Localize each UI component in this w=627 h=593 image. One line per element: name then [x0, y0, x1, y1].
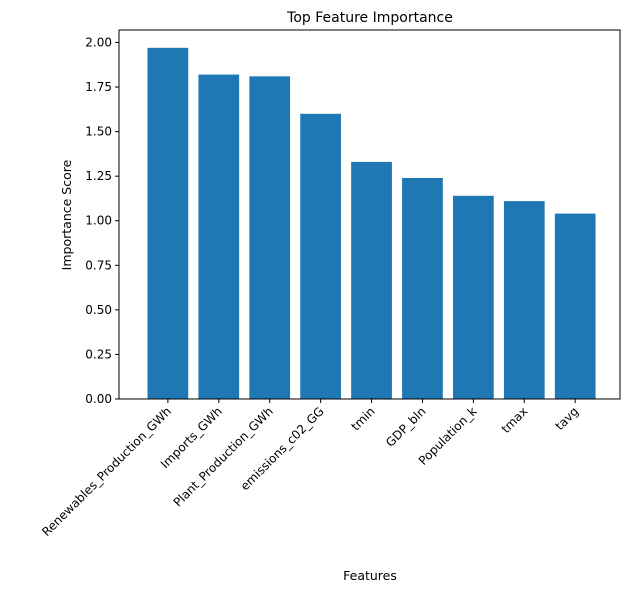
y-tick-label-3: 0.50	[85, 303, 112, 317]
bar-1	[147, 47, 189, 400]
x-tick-label-3: Plant_Production_GWh	[171, 404, 276, 509]
bar-6	[402, 177, 443, 399]
bar-9	[554, 213, 596, 399]
y-tick-label-8: 1.75	[85, 80, 112, 94]
plot-area: 0.00 0.25 0.50 0.75 1.00 1.25 1.50 1.75 2.00 Rene…	[39, 29, 621, 539]
x-tick-label-1: Renewables_Production_GWh	[39, 404, 174, 539]
x-tick-label-5: tmin	[348, 404, 377, 433]
y-tick-label-9: 2.00	[85, 35, 112, 49]
bar-3	[249, 76, 291, 399]
y-tick-label-5: 1.00	[85, 214, 112, 228]
bar-8	[503, 201, 545, 399]
bar-4	[300, 113, 341, 400]
bar-5	[351, 161, 392, 399]
bar-7	[453, 195, 494, 399]
x-tick-label-4: emissions_c02_GG	[238, 404, 327, 493]
y-tick-label-2: 0.25	[85, 347, 112, 361]
y-tick-label-1: 0.00	[85, 392, 112, 406]
y-tick-label-6: 1.25	[85, 169, 112, 183]
bar-2	[198, 74, 240, 399]
x-tick-label-8: tmax	[499, 404, 531, 436]
x-axis-label: Features	[343, 568, 397, 583]
x-tick-label-6: GDP_bln	[383, 404, 428, 449]
axes-frame	[118, 29, 621, 400]
y-axis-label: Importance Score	[59, 159, 74, 270]
y-tick-label-7: 1.50	[85, 125, 112, 139]
chart-title: Top Feature Importance	[286, 10, 453, 26]
y-tick-label-4: 0.75	[85, 258, 112, 272]
x-tick-label-9: tavg	[552, 404, 581, 433]
